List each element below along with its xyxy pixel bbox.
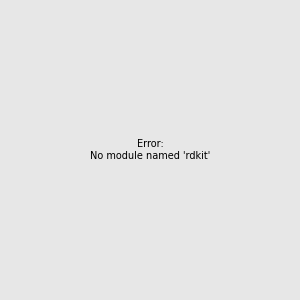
Text: Error:
No module named 'rdkit': Error: No module named 'rdkit' (90, 139, 210, 161)
